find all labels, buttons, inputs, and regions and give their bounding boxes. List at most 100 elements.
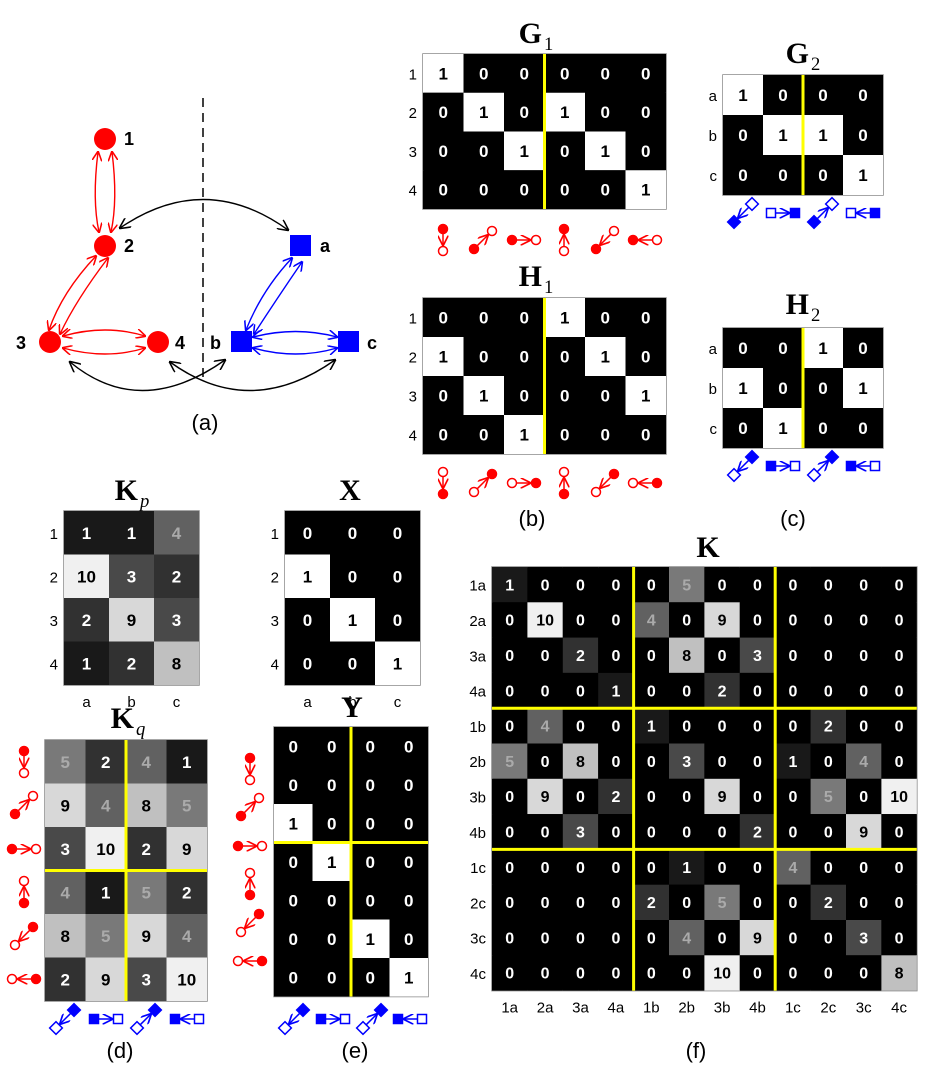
- cell-k-6-10: [846, 778, 882, 815]
- kp-row-label: 3: [50, 613, 58, 630]
- cell-k-11-11: [881, 955, 917, 991]
- value-g1-2-3: 0: [560, 142, 569, 161]
- filled-node-glyph: [608, 468, 620, 480]
- value-x-2-2: 0: [393, 611, 402, 630]
- cell-kq-5-3: [166, 957, 207, 1001]
- k-row-label: 1b: [469, 719, 486, 736]
- node-b: [231, 331, 252, 352]
- h2-row-label: b: [709, 381, 717, 398]
- filled-node-glyph: [66, 1002, 82, 1018]
- cell-k-8-0: [492, 849, 528, 885]
- cell-h1-2-1: [463, 376, 504, 415]
- value-k-4-9: 2: [824, 719, 833, 736]
- cell-g1-0-5: [625, 54, 666, 93]
- value-kq-5-0: 2: [61, 970, 70, 989]
- matrix-x: 0 0 0 1 0 0 0 1 0 0 0 1 1 2 3 4 a b c X: [271, 474, 421, 711]
- value-k-4-10: 0: [859, 719, 868, 736]
- cell-y-3-3: [389, 842, 428, 881]
- cell-y-4-2: [351, 881, 390, 920]
- hollow-node-glyph: [235, 926, 247, 938]
- value-kq-0-2: 4: [142, 753, 152, 772]
- cell-k-1-2: [562, 602, 599, 638]
- cell-h1-0-0: [423, 298, 464, 337]
- value-x-1-2: 0: [393, 567, 402, 586]
- cell-x-2-1: [330, 598, 375, 642]
- value-h1-2-1: 1: [479, 387, 488, 406]
- hollow-node-glyph: [789, 460, 801, 472]
- value-g2-2-0: 0: [738, 166, 747, 185]
- cell-g1-3-5: [625, 170, 666, 209]
- cell-k-1-3: [598, 602, 634, 638]
- cell-k-0-4: [633, 567, 669, 603]
- cell-h1-3-0: [423, 415, 464, 454]
- hollow-node-glyph: [6, 973, 18, 985]
- value-h1-3-4: 0: [601, 426, 610, 445]
- cell-x-3-0: [285, 641, 330, 685]
- value-h1-0-4: 0: [601, 309, 610, 328]
- cell-k-8-3: [598, 849, 634, 885]
- cell-x-2-0: [285, 598, 330, 642]
- cell-g2-0-1: [763, 75, 803, 115]
- k-row-label: 4a: [469, 684, 486, 701]
- value-k-4-8: 0: [788, 719, 797, 736]
- cell-h1-0-1: [463, 298, 504, 337]
- cell-g1-2-3: [544, 131, 585, 171]
- cell-y-0-1: [312, 727, 351, 766]
- edge-glyph-line: [366, 1014, 377, 1025]
- value-h2-0-0: 0: [738, 339, 747, 358]
- value-k-3-7: 0: [753, 683, 762, 700]
- value-k-5-5: 3: [682, 754, 691, 771]
- cell-k-11-9: [810, 955, 846, 991]
- cell-k-10-11: [881, 920, 917, 956]
- cell-g1-1-0: [423, 92, 464, 132]
- value-k-2-7: 3: [753, 648, 762, 665]
- value-g1-2-0: 0: [439, 142, 448, 161]
- edge-1-2: [95, 152, 99, 232]
- value-x-3-2: 1: [393, 654, 402, 673]
- cell-k-0-6: [704, 567, 740, 603]
- edge-glyph-line: [60, 1013, 71, 1024]
- caption-a: (a): [192, 410, 219, 435]
- value-k-5-0: 5: [505, 754, 514, 771]
- value-h1-1-5: 0: [641, 348, 650, 367]
- value-k-4-2: 0: [576, 719, 585, 736]
- k-row-label: 2b: [469, 754, 486, 771]
- edge-a-b: [246, 258, 292, 330]
- value-kq-3-3: 2: [182, 883, 191, 902]
- edge-icon: [6, 973, 42, 985]
- cell-kq-4-1: [85, 914, 126, 958]
- cell-kq-3-0: [45, 870, 86, 914]
- value-g1-0-4: 0: [601, 64, 610, 83]
- value-g1-0-1: 0: [479, 64, 488, 83]
- cell-kq-1-1: [85, 783, 126, 827]
- hollow-node-glyph: [244, 774, 256, 786]
- cell-k-6-8: [775, 778, 811, 815]
- value-kq-4-1: 5: [101, 927, 110, 946]
- h1-row-label: 2: [409, 350, 417, 367]
- matrix-g2: 1 0 0 0 0 1 1 0 0 0 0 1 a b c G 2: [709, 37, 884, 196]
- edge-3-2: [60, 258, 108, 334]
- k-col-label: 4a: [608, 1000, 625, 1017]
- graph-panel: 1 2 3 4 a b c (a): [16, 98, 377, 435]
- value-g2-2-3: 1: [858, 166, 867, 185]
- value-k-7-11: 0: [895, 825, 904, 842]
- cell-k-8-4: [633, 849, 669, 885]
- value-k-3-9: 0: [824, 683, 833, 700]
- cell-k-0-1: [527, 567, 563, 603]
- hollow-node-glyph: [9, 939, 21, 951]
- value-k-8-11: 0: [895, 860, 904, 877]
- cell-kp-2-1: [109, 598, 154, 642]
- cell-kq-5-0: [45, 957, 86, 1001]
- cell-x-1-2: [375, 554, 420, 598]
- value-k-2-11: 0: [895, 648, 904, 665]
- cell-y-3-0: [274, 842, 313, 881]
- cell-k-7-4: [633, 814, 669, 850]
- value-kp-2-1: 9: [127, 611, 136, 630]
- cell-y-4-0: [274, 881, 313, 920]
- value-k-6-9: 5: [824, 789, 833, 806]
- value-k-2-0: 0: [505, 648, 514, 665]
- filled-node-glyph: [6, 843, 18, 855]
- match-3-b: [70, 360, 225, 392]
